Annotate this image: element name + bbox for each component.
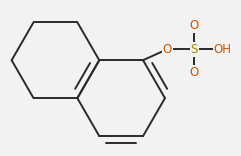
Text: O: O (162, 43, 172, 56)
Text: S: S (191, 43, 198, 56)
Text: O: O (190, 66, 199, 79)
Text: O: O (190, 19, 199, 32)
Text: OH: OH (214, 43, 232, 56)
